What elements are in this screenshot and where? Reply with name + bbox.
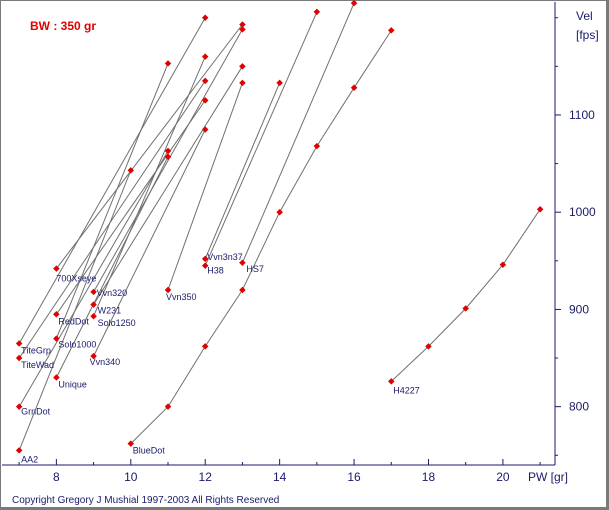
- data-point-vvn340-0: [90, 352, 97, 360]
- data-point-vvn350-1: [239, 79, 246, 87]
- data-point-w231-1: [239, 62, 246, 70]
- series-label-titegrp: TiteGrp: [21, 345, 51, 355]
- x-tick-label: 8: [53, 470, 60, 484]
- series-line-solo1250: [93, 56, 206, 317]
- data-point-bluedot-5: [313, 142, 321, 150]
- data-point-titewad-0: [15, 354, 23, 362]
- data-point-grndot-0: [15, 403, 23, 411]
- y-tick-label: 900: [569, 302, 589, 316]
- series-label-vvn320: Vvn320: [97, 288, 128, 298]
- data-point-bluedot-1: [164, 403, 172, 411]
- x-tick-label: 14: [273, 470, 287, 484]
- series-label-vvn340: Vvn340: [90, 357, 121, 367]
- series-line-titegrp: [18, 17, 206, 344]
- data-point-reddot-0: [53, 310, 60, 318]
- series-label-bluedot: BlueDot: [133, 446, 166, 456]
- series-label-h4227: H4227: [393, 385, 420, 395]
- data-point-bluedot-6: [350, 84, 358, 92]
- data-point-unique-1: [164, 153, 172, 161]
- series-label-reddot: RedDot: [58, 316, 89, 326]
- series-line-vvn340: [93, 129, 206, 357]
- data-point-reddot-1: [201, 97, 209, 104]
- data-point-vvn320-0: [90, 288, 97, 296]
- x-tick-label: 20: [496, 470, 510, 484]
- data-point-h4227-2: [462, 305, 470, 312]
- data-point-vvn320-1: [239, 26, 246, 33]
- series-line-solo1000: [55, 63, 169, 339]
- bullet-weight-label: BW : 350 gr: [30, 19, 96, 33]
- data-point-solo1000-0: [53, 335, 60, 342]
- series-label-700xseye: 700Xseye: [56, 274, 96, 284]
- data-point-titewad-1: [201, 77, 209, 85]
- y-tick-label: 800: [569, 400, 589, 414]
- y-tick-label: 1000: [569, 205, 596, 219]
- data-point-titegrp-0: [15, 340, 23, 347]
- series-line-vvn320: [93, 29, 243, 293]
- series-label-w231: W231: [98, 306, 122, 316]
- series-points: [15, 0, 544, 454]
- series-line-hs7: [241, 2, 355, 263]
- axis-ticks: 8 10 12 14 16 18 20 800 900 1000 1100: [18, 17, 596, 484]
- x-tick-label: 18: [422, 470, 436, 484]
- data-point-hs7-1: [350, 0, 358, 7]
- data-point-vvn3n37-0: [201, 255, 209, 263]
- series-line-grndot: [18, 150, 169, 407]
- x-tick-label: 12: [199, 470, 213, 484]
- series-label-solo1250: Solo1250: [98, 318, 136, 328]
- data-point-bluedot-0: [127, 440, 135, 447]
- data-point-h4227-0: [387, 378, 395, 385]
- series-line-bluedot: [130, 30, 392, 444]
- series-label-grndot: GrnDot: [21, 407, 51, 417]
- series-label-aa2: AA2: [21, 454, 38, 464]
- data-point-h38-0: [201, 262, 209, 270]
- data-point-bluedot-3: [239, 286, 246, 294]
- data-point-hs7-0: [239, 259, 246, 267]
- series-line-w231: [93, 66, 243, 305]
- series-label-vvn3n37: Vvn3n37: [207, 252, 243, 262]
- y-axis-title-line2: [fps]: [576, 28, 599, 42]
- series-line-vvn350: [167, 82, 243, 291]
- series-lines: [18, 2, 541, 451]
- data-point-aa2-0: [15, 447, 23, 454]
- data-point-vvn350-0: [164, 286, 172, 294]
- data-point-700xseye-0: [53, 265, 60, 272]
- data-point-h38-1: [313, 8, 321, 16]
- data-point-aa2-1: [127, 167, 135, 174]
- series-line-vvn3n37: [204, 82, 281, 260]
- x-tick-label: 16: [347, 470, 361, 484]
- series-label-titewad: TiteWad: [21, 360, 54, 370]
- y-axis-title-line1: Vel: [576, 9, 593, 23]
- series-label-solo1000: Solo1000: [58, 340, 96, 350]
- series-line-700xseye: [56, 24, 243, 269]
- data-point-bluedot-7: [387, 27, 395, 34]
- data-point-solo1000-1: [164, 60, 172, 67]
- series-label-h38: H38: [207, 266, 224, 276]
- series-line-h4227: [390, 209, 541, 382]
- series-label-hs7: HS7: [246, 264, 264, 274]
- data-point-h4227-3: [499, 261, 507, 269]
- data-point-w231-0: [90, 301, 97, 308]
- data-point-solo1250-0: [90, 312, 97, 320]
- data-point-h4227-4: [536, 205, 544, 213]
- series-line-titewad: [18, 80, 206, 359]
- data-point-bluedot-2: [201, 343, 209, 350]
- data-point-titegrp-1: [201, 14, 209, 22]
- y-tick-label: 1100: [569, 108, 595, 122]
- data-point-unique-0: [53, 374, 60, 381]
- copyright-text: Copyright Gregory J Mushial 1997-2003 Al…: [12, 495, 279, 506]
- data-point-vvn3n37-1: [276, 79, 283, 87]
- x-tick-label: 10: [124, 470, 138, 484]
- series-label-unique: Unique: [58, 379, 87, 389]
- data-point-bluedot-4: [276, 208, 283, 216]
- series-label-vvn350: Vvn350: [166, 292, 197, 302]
- x-axis-title: PW [gr]: [528, 470, 568, 484]
- series-line-h38: [204, 11, 318, 266]
- data-point-solo1250-1: [201, 53, 209, 60]
- data-point-vvn340-1: [201, 126, 209, 133]
- data-point-h4227-1: [425, 343, 432, 350]
- series-labels: AA2 GrnDot TiteWad TiteGrp Unique RedDot Solo1…: [21, 252, 420, 465]
